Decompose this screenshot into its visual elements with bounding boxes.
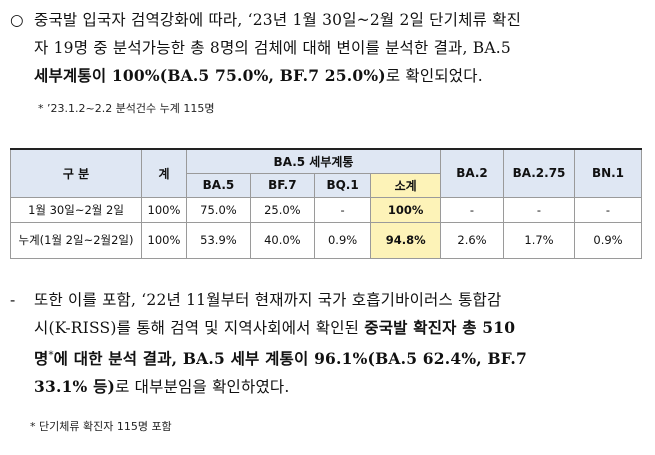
header-ba2: BA.2 (440, 148, 504, 198)
header-ba5: BA.5 (186, 172, 251, 198)
row-label: 누계(1월 2일~2월2일) (10, 221, 142, 259)
para1-line3: 세부계통이 100%(BA.5 75.0%, BF.7 25.0%)로 확인되었… (34, 66, 483, 85)
cell: 100% (141, 196, 187, 223)
footnote-2: * 단기체류 확진자 115명 포함 (30, 420, 172, 433)
header-bn1: BN.1 (574, 148, 642, 198)
circle-bullet-icon: ○ (10, 11, 24, 29)
row-label: 1월 30일~2월 2일 (10, 196, 142, 223)
cell: 75.0% (186, 196, 251, 223)
para1-line1: ○ 중국발 입국자 검역강화에 따라, ‘23년 1월 30일~2월 2일 단기체… (10, 6, 642, 34)
cell: - (440, 196, 504, 223)
cell: - (503, 196, 575, 223)
cell: 25.0% (249, 196, 315, 223)
para2-line3: 명*에 대한 분석 결과, BA.5 세부 계통이 96.1%(BA.5 62.… (34, 349, 527, 369)
header-total: 계 (141, 148, 187, 198)
dash-bullet-icon: - (10, 291, 16, 309)
paragraph-1: ○ 중국발 입국자 검역강화에 따라, ‘23년 1월 30일~2월 2일 단기체… (10, 6, 642, 90)
header-division: 구 분 (10, 148, 142, 198)
cell: 2.6% (440, 221, 504, 259)
para2-line2: 시(K-RISS)를 통해 검역 및 지역사회에서 확인된 중국발 확진자 총 … (34, 318, 516, 337)
header-bq1: BQ.1 (313, 172, 372, 198)
variant-table: 구 분 계 BA.5 세부계통 BA.2 BA.2.75 BN.1 BA.5 B… (10, 148, 642, 259)
cell: 1.7% (503, 221, 575, 259)
header-subtotal: 소계 (370, 172, 441, 198)
header-ba275: BA.2.75 (503, 148, 575, 198)
header-ba5-group: BA.5 세부계통 (186, 148, 441, 174)
para2-line1: - 또한 이를 포함, ‘22년 11월부터 현재까지 국가 호흡기바이러스 통합… (10, 286, 642, 314)
paragraph-2: - 또한 이를 포함, ‘22년 11월부터 현재까지 국가 호흡기바이러스 통합… (10, 286, 642, 401)
cell: 53.9% (186, 221, 251, 259)
para1-line2: 자 19명 중 분석가능한 총 8명의 검체에 대해 변이를 분석한 결과, B… (34, 39, 511, 57)
cell: 0.9% (574, 221, 642, 259)
para2-line4: 33.1% 등)로 대부분임을 확인하였다. (34, 377, 290, 397)
cell: 40.0% (249, 221, 315, 259)
cell: 0.9% (313, 221, 372, 259)
cell: - (313, 196, 372, 223)
header-bf7: BF.7 (249, 172, 315, 198)
table-row: 1월 30일~2월 2일 100% 75.0% 25.0% - 100% - -… (10, 196, 642, 223)
table-row: 누계(1월 2일~2월2일) 100% 53.9% 40.0% 0.9% 94.… (10, 221, 642, 259)
footnote-1: * ’23.1.2~2.2 분석건수 누계 115명 (38, 102, 215, 115)
cell: - (574, 196, 642, 223)
cell-subtotal: 94.8% (370, 221, 441, 259)
cell: 100% (141, 221, 187, 259)
cell-subtotal: 100% (370, 196, 441, 223)
